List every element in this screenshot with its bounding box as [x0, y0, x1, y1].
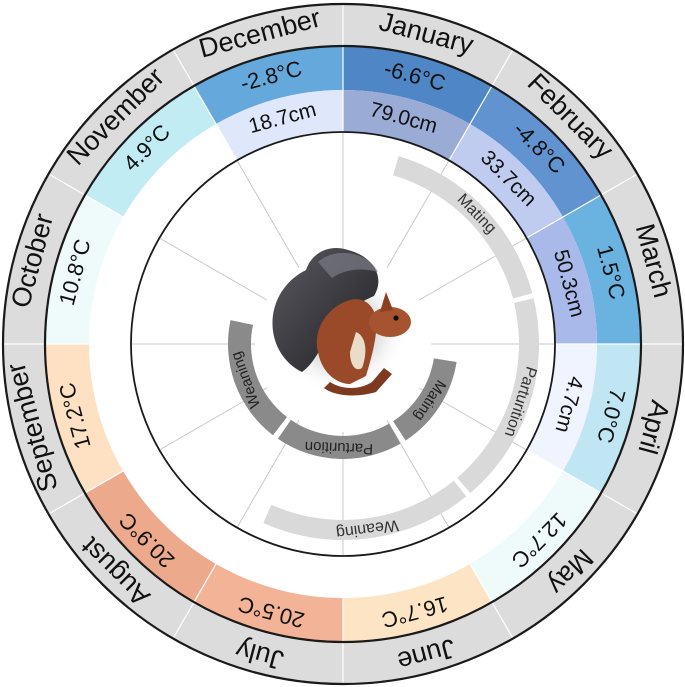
temp-cell-january	[343, 45, 492, 125]
month-divider-outer	[448, 527, 514, 639]
phase-outer-label-parturition: Parturition	[501, 364, 540, 439]
phase-inner-arc-parturition	[277, 419, 401, 459]
temp-cell-july	[194, 563, 343, 642]
snow-cell-march	[526, 217, 597, 344]
temp-cell-march	[562, 195, 641, 344]
month-divider-outer	[48, 449, 160, 515]
squirrel-ear	[380, 292, 393, 312]
ring-outline	[43, 44, 643, 644]
month-divider-inner	[159, 237, 268, 301]
temp-cell-november	[84, 85, 216, 217]
temp-cell-december	[194, 46, 343, 125]
squirrel-eye	[393, 315, 399, 321]
phase-outer-label-mating: Mating	[454, 191, 500, 237]
ring-outline	[130, 131, 556, 557]
squirrel-tail-tip	[318, 252, 378, 278]
squirrel-tail	[272, 248, 379, 372]
temp-cell-february	[470, 85, 602, 217]
month-divider-outer	[526, 449, 638, 515]
phase-inner-label-weaning: Weaning	[228, 349, 264, 410]
month-divider-outer	[448, 49, 514, 161]
snow-cell-december	[216, 90, 343, 161]
month-divider-outer	[172, 49, 238, 161]
squirrel-image	[272, 248, 411, 396]
phase-outer-arc-weaning	[263, 480, 467, 540]
temp-cell-august	[84, 471, 216, 603]
breeding-phases: MatingParturitionWeaningMatingParturitio…	[228, 156, 540, 541]
temp-cell-may	[470, 471, 602, 603]
phase-inner-arc-weaning	[227, 320, 287, 436]
temp-cell-october	[44, 195, 124, 344]
phase-outer-arc-parturition	[457, 298, 539, 494]
snow-cell-april	[526, 344, 597, 471]
temp-cell-september	[45, 344, 124, 493]
temp-cell-april	[562, 344, 641, 493]
squirrel-legs	[324, 368, 392, 396]
snow-cell-february	[449, 124, 563, 238]
month-divider-outer	[526, 173, 638, 239]
snow-cell-january	[343, 90, 470, 161]
rings-layer	[2, 4, 683, 684]
phase-outer-arc-mating	[392, 156, 533, 299]
squirrel-belly	[350, 332, 366, 370]
month-divider-outer	[172, 527, 238, 639]
squirrel-head	[369, 307, 411, 337]
phase-inner-label-parturition: Parturition	[304, 438, 373, 458]
phase-inner-arc-mating	[393, 358, 457, 441]
temp-cell-june	[343, 563, 492, 642]
month-divider-inner	[236, 160, 300, 269]
month-divider-outer	[48, 173, 160, 239]
